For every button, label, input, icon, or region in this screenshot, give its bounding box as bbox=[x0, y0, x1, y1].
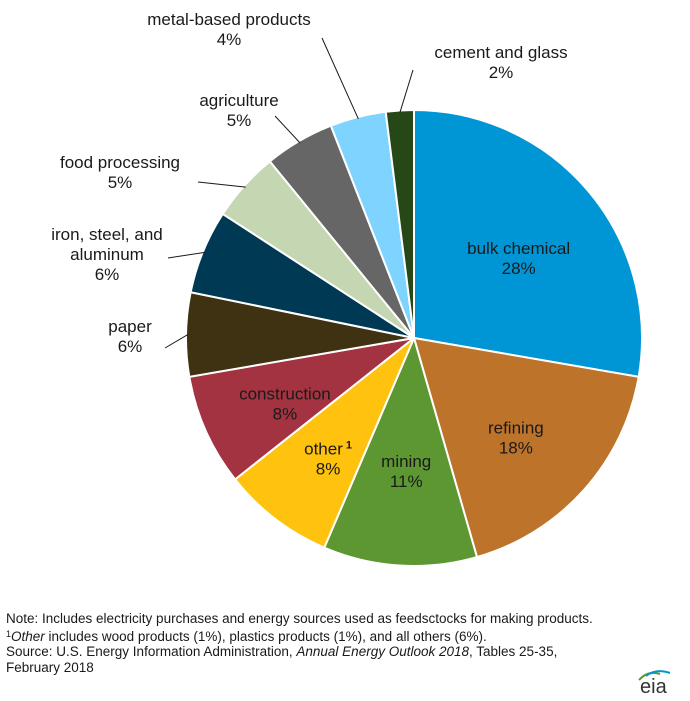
slice-label-paper: paper 6% bbox=[108, 317, 152, 356]
slice-label-metal-based-products: metal-based products 4% bbox=[147, 10, 310, 49]
slice-label-other: other 1 8% bbox=[304, 439, 352, 478]
leader-line-paper bbox=[164, 334, 189, 349]
slice-label-refining: refining 18% bbox=[488, 418, 544, 457]
slice-label-bulk-chemical: bulk chemical 28% bbox=[467, 239, 570, 278]
pie-slice-cement-and-glass bbox=[384, 108, 415, 339]
leader-line-agriculture bbox=[274, 115, 301, 144]
slice-label-iron-steel-and-aluminum: iron, steel, and aluminum 6% bbox=[51, 225, 163, 284]
slice-label-agriculture: agriculture 5% bbox=[199, 91, 278, 130]
pie-slice-refining bbox=[412, 336, 640, 559]
pie-slice-bulk-chemical bbox=[413, 108, 643, 378]
svg-text:eia: eia bbox=[640, 676, 668, 696]
leader-line-metal-based-products bbox=[321, 37, 359, 120]
source-text: Source: U.S. Energy Information Administ… bbox=[6, 644, 558, 675]
eia-logo: eia bbox=[636, 668, 680, 701]
slice-label-cement-and-glass: cement and glass 2% bbox=[434, 43, 567, 82]
leader-line-iron-steel-and-aluminum bbox=[167, 251, 205, 259]
leader-line-food-processing bbox=[197, 181, 246, 188]
pie-chart: bulk chemical 28% refining 18% mining 11% othe… bbox=[51, 10, 643, 567]
note-text: Note: Includes electricity purchases and… bbox=[6, 611, 593, 644]
slice-label-food-processing: food processing 5% bbox=[60, 153, 180, 192]
leader-line-cement-and-glass bbox=[399, 69, 414, 113]
pie-slice-mining bbox=[322, 335, 479, 567]
chart-notes: Note: Includes electricity purchases and… bbox=[6, 611, 606, 675]
pie-slice-other bbox=[233, 337, 415, 549]
slice-label-mining: mining 11% bbox=[381, 452, 431, 491]
pie-slice-construction bbox=[188, 337, 415, 481]
slice-label-construction: construction 8% bbox=[239, 385, 331, 424]
